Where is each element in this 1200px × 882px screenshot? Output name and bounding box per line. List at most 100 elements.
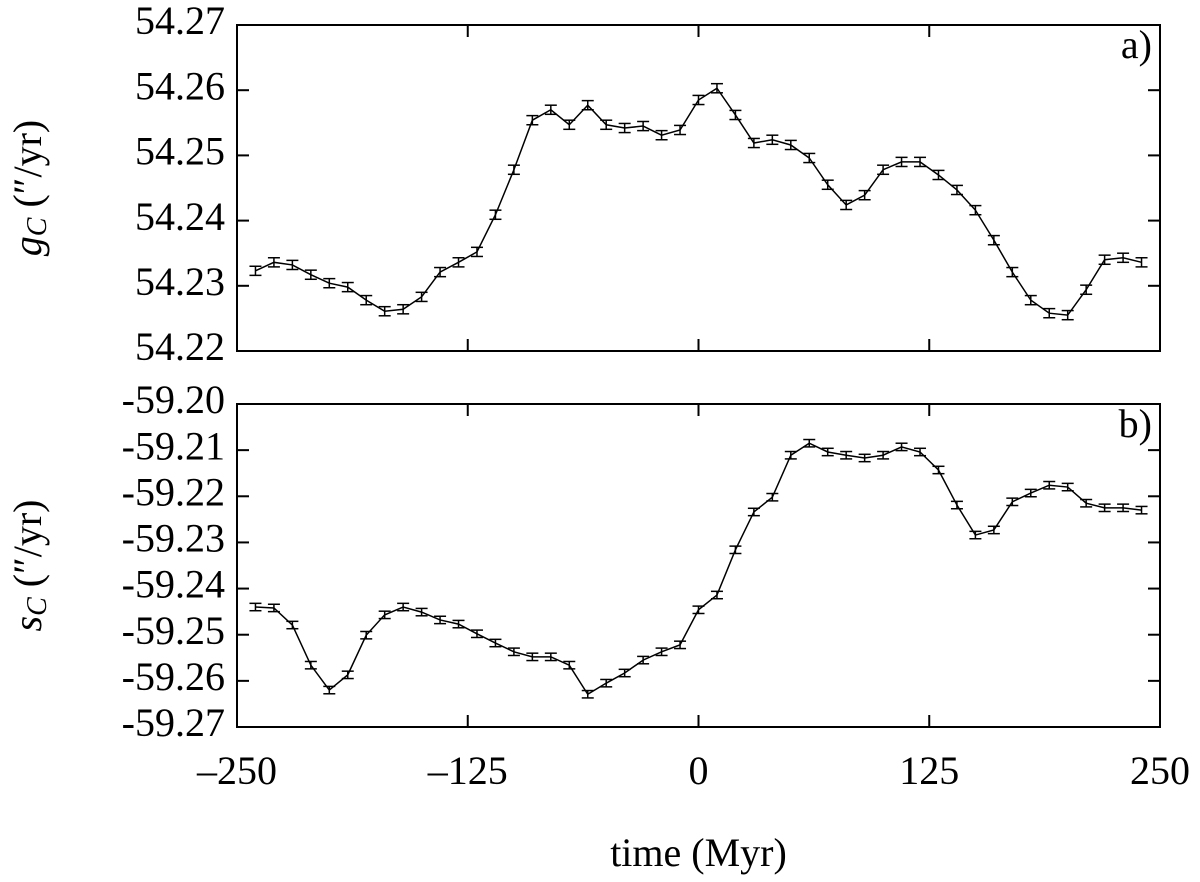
error-bar [655,129,668,141]
x-tick-label: –125 [427,748,508,793]
error-bar [360,630,373,640]
error-bar [618,122,631,134]
x-axis-label: time (Myr) [610,830,787,875]
error-bar [1061,482,1074,492]
error-bar [1043,480,1056,490]
error-bar [452,257,465,268]
error-bar [397,602,410,612]
data-line [255,442,1142,696]
error-bar [378,610,391,620]
error-bar [1043,307,1056,319]
error-bar [526,114,539,126]
panel-label: b) [1119,401,1152,446]
error-bar [304,269,317,281]
error-bar [692,94,705,106]
y-tick-label: 54.23 [135,259,225,304]
error-bar [987,525,1000,535]
error-bar [803,152,816,164]
y-tick-label: -59.21 [122,423,225,468]
error-bar [415,607,428,617]
error-bar [840,450,853,460]
error-bar [1024,488,1037,498]
error-bar [470,629,483,639]
error-bar [249,265,262,277]
x-tick-label: 250 [1130,748,1190,793]
x-tick-label: 125 [899,748,959,793]
y-axis-label: sC (″/yr) [5,500,53,632]
y-label-subscript: C [22,217,53,236]
y-tick-label: 54.26 [135,63,225,108]
y-tick-label: -59.20 [122,377,225,422]
y-label-symbol: g [5,236,50,256]
x-tick-label: 0 [689,748,709,793]
error-bar [729,109,742,121]
error-bar [544,104,557,116]
error-bar [1080,498,1093,508]
y-tick-label: -59.26 [122,654,225,699]
error-bar [434,615,447,625]
error-bar [655,647,668,657]
error-bar [1006,497,1019,507]
error-bar [267,257,280,268]
error-bar [803,438,816,448]
y-tick-label: 54.25 [135,129,225,174]
error-bar [674,124,687,136]
error-bar [729,545,742,555]
error-bar [360,294,373,306]
error-bar [1080,284,1093,296]
error-bar [914,156,927,168]
y-label-subscript: C [22,597,53,616]
error-bar [858,453,871,463]
error-bar [674,640,687,650]
y-tick-label: -59.24 [122,562,225,607]
error-bar [378,305,391,317]
error-bar [397,303,410,315]
data-line [255,87,1142,316]
error-bar [452,619,465,629]
error-bar [932,465,945,475]
error-bar [323,685,336,695]
error-bar [267,603,280,613]
error-bar [950,184,963,196]
y-tick-label: 54.24 [135,194,225,239]
error-bar [821,179,834,191]
error-bar [932,169,945,181]
error-bar [507,164,520,176]
error-bar [470,246,483,258]
error-bar [434,266,447,278]
x-tick-label: –250 [196,748,277,793]
error-bar [563,660,576,670]
error-bar [766,492,779,502]
error-bar [341,670,354,680]
y-tick-label: -59.25 [122,608,225,653]
y-tick-label: -59.23 [122,516,225,561]
error-bar [821,447,834,457]
error-bar [1135,257,1148,268]
error-bar [1135,505,1148,515]
error-bar [618,668,631,678]
y-label-symbol: s [5,616,50,632]
error-bar [895,156,908,168]
error-bar [710,82,723,94]
y-tick-label: 54.22 [135,324,225,369]
error-bar [987,234,1000,246]
error-bar [877,164,890,176]
error-bar [304,660,317,670]
error-bar [249,602,262,612]
error-bar [341,281,354,293]
y-tick-label: -59.22 [122,469,225,514]
error-bar [1098,503,1111,513]
error-bar [600,678,613,688]
error-bar [1117,252,1130,264]
error-bar [600,119,613,131]
y-tick-label: -59.27 [122,700,225,745]
error-bar [969,204,982,216]
plot-frame [236,24,1161,352]
y-axis-label: gC (″/yr) [5,120,53,256]
y-tick-label: 54.27 [135,0,225,43]
error-bar [969,530,982,540]
error-bar [544,652,557,662]
error-bar [766,134,779,146]
